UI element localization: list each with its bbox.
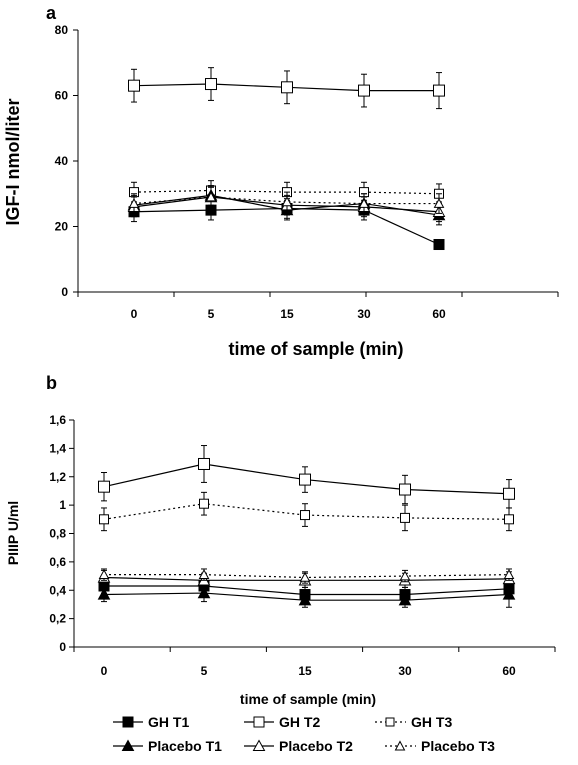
panel-b-y-tick-label: 0,2 <box>49 612 66 626</box>
panel-b-letter: b <box>46 373 57 393</box>
panel-b-y-tick-label: 1,2 <box>49 470 66 484</box>
panel-a-x-tick-label: 30 <box>357 307 371 321</box>
panel-a-x-ticks: 0 5 15 30 60 <box>77 292 559 321</box>
legend-label-gh-t2: GH T2 <box>279 714 320 730</box>
panel-b: b PIIIP U/ml time of sample (min) 0 0,2 0,… <box>5 373 556 707</box>
panel-a-series-placebo-t3-point <box>358 198 370 208</box>
legend-label-gh-t1: GH T1 <box>148 714 189 730</box>
panel-a-series-placebo-t3-point <box>281 196 293 207</box>
panel-b-x-tick-label: 30 <box>398 664 412 678</box>
legend-label-placebo-t2: Placebo T2 <box>279 738 353 754</box>
legend-marker-gh-t2 <box>253 716 265 728</box>
panel-a-series-gh-t2-point <box>358 84 370 97</box>
panel-a-series-placebo-t3-point <box>205 191 217 202</box>
panel-a-y-tick-label: 80 <box>55 23 69 37</box>
legend-marker-placebo-t3 <box>394 740 406 751</box>
panel-a-series-placebo-t3-line <box>133 196 439 205</box>
panel-a-x-tick-label: 15 <box>280 307 294 321</box>
panel-a: a IGF-I nmol/liter time of sample (min) … <box>3 3 559 359</box>
panel-b-series-placebo-t1-point <box>97 587 111 600</box>
legend-marker-placebo-t2 <box>252 739 266 751</box>
panel-b-x-tick-label: 5 <box>201 664 208 678</box>
panel-a-x-tick-label: 0 <box>131 307 138 321</box>
legend-label-gh-t3: GH T3 <box>411 714 452 730</box>
panel-a-y-tick-label: 0 <box>61 285 68 299</box>
legend-label-placebo-t1: Placebo T1 <box>148 738 222 754</box>
panel-a-series-gh-t2-point <box>205 78 217 91</box>
panel-b-series-placebo-t1 <box>97 581 516 608</box>
panel-b-series-placebo-t3-point <box>198 569 210 579</box>
panel-a-x-tick-label: 60 <box>432 307 446 321</box>
panel-a-series-gh-t2-point <box>433 84 445 97</box>
panel-b-series-gh-t2-point <box>98 480 110 493</box>
panel-b-series-gh-t3-point <box>504 514 514 525</box>
panel-b-y-tick-label: 0,8 <box>49 527 66 541</box>
panel-b-series-placebo-t3 <box>98 568 515 584</box>
panel-b-series-gh-t3 <box>99 491 514 532</box>
panel-b-series-gh-t2-point <box>299 473 311 486</box>
legend-item-placebo-t3: Placebo T3 <box>385 738 495 754</box>
panel-a-letter: a <box>46 3 57 23</box>
panel-b-series-gh-t3-point <box>99 514 109 525</box>
panel-b-x-tick-label: 0 <box>101 664 108 678</box>
panel-b-series-placebo-t1-point <box>197 586 211 599</box>
panel-b-series-gh-t3-point <box>199 498 209 509</box>
panel-b-series-gh-t2-point <box>399 483 411 496</box>
legend: GH T1 GH T2 GH T3 Placebo T1 Placebo T2 … <box>113 714 495 754</box>
panel-b-series-placebo-t1-point <box>502 587 516 600</box>
panel-b-series-placebo-t3-point <box>299 571 311 582</box>
legend-label-placebo-t3: Placebo T3 <box>421 738 495 754</box>
panel-a-y-ticks: 0 20 40 60 80 <box>55 23 78 299</box>
panel-a-series-gh-t3-line <box>133 189 440 195</box>
legend-marker-gh-t1 <box>122 716 134 728</box>
legend-item-placebo-t2: Placebo T2 <box>244 738 353 754</box>
legend-item-gh-t2: GH T2 <box>244 714 320 730</box>
panel-b-series-gh-t2-point <box>503 487 515 500</box>
panel-a-series <box>127 67 446 251</box>
panel-b-y-ticks: 0 0,2 0,4 0,6 0,8 1 1,2 1,4 1,6 <box>49 413 74 654</box>
panel-b-series-placebo-t1-point <box>398 593 412 606</box>
panel-b-series-placebo-t3-point <box>399 570 411 581</box>
panel-b-series-gh-t3-point <box>400 512 410 523</box>
panel-b-series-placebo-t1-point <box>298 593 312 606</box>
panel-b-y-tick-label: 0,4 <box>49 583 66 597</box>
panel-b-y-tick-label: 1,6 <box>49 413 66 427</box>
panel-a-series-gh-t2-point <box>128 79 140 92</box>
panel-a-series-gh-t2 <box>128 67 445 110</box>
panel-a-series-placebo-t3 <box>128 186 445 214</box>
panel-b-y-tick-label: 1,4 <box>49 441 66 455</box>
panel-b-x-axis-title: time of sample (min) <box>240 691 376 707</box>
legend-marker-placebo-t1 <box>121 739 135 751</box>
panel-a-series-gh-t2-point <box>281 81 293 94</box>
legend-item-gh-t1: GH T1 <box>113 714 189 730</box>
panel-b-x-ticks: 0 5 15 30 60 <box>73 647 556 678</box>
panel-b-series-placebo-t3-point <box>503 569 515 579</box>
legend-item-placebo-t1: Placebo T1 <box>113 738 222 754</box>
panel-b-series-gh-t2 <box>98 445 515 509</box>
panel-b-y-tick-label: 0 <box>59 640 66 654</box>
panel-b-series-placebo-t3-point <box>98 569 110 579</box>
panel-b-series <box>97 445 516 608</box>
panel-a-y-tick-label: 60 <box>55 89 69 103</box>
panel-a-series-gh-t1-point <box>433 239 445 251</box>
panel-a-y-tick-label: 20 <box>55 220 69 234</box>
panel-a-series-placebo-t3-point <box>128 198 140 208</box>
panel-b-series-gh-t3-point <box>300 510 310 521</box>
panel-b-series-gh-t2-point <box>198 457 210 470</box>
legend-item-gh-t3: GH T3 <box>375 714 452 730</box>
panel-b-y-tick-label: 1 <box>59 498 66 512</box>
legend-marker-gh-t3 <box>385 717 395 727</box>
panel-b-y-tick-label: 0,6 <box>49 555 66 569</box>
panel-a-y-axis-title: IGF-I nmol/liter <box>3 98 23 225</box>
panel-a-x-tick-label: 5 <box>208 307 215 321</box>
panel-b-x-tick-label: 60 <box>502 664 516 678</box>
panel-b-x-tick-label: 15 <box>298 664 312 678</box>
panel-a-y-tick-label: 40 <box>55 154 69 168</box>
panel-b-y-axis-title: PIIIP U/ml <box>5 501 21 565</box>
panel-a-x-axis-title: time of sample (min) <box>228 339 403 359</box>
panel-a-series-placebo-t3-point <box>433 198 445 208</box>
